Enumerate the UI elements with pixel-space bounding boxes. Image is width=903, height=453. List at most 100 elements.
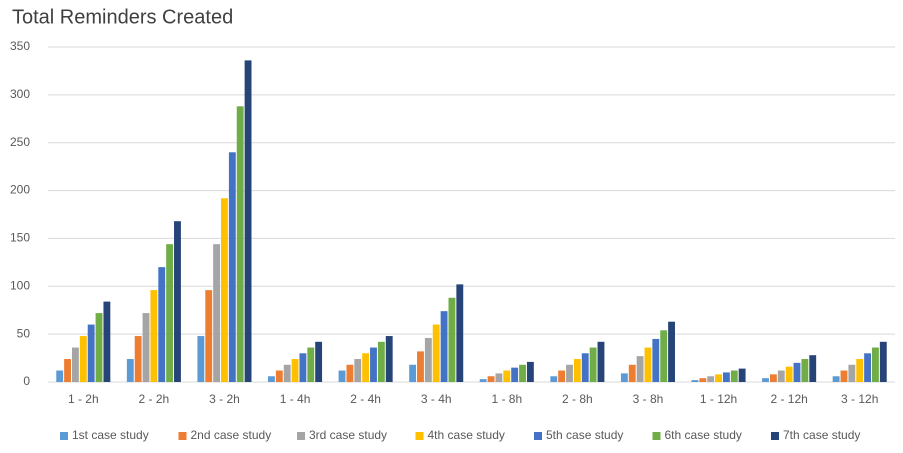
- bar: [495, 373, 503, 382]
- bar: [236, 106, 244, 382]
- bar: [315, 341, 323, 382]
- bar: [573, 359, 581, 382]
- bar: [291, 359, 299, 382]
- bar: [691, 380, 699, 382]
- bar: [142, 313, 150, 382]
- legend-swatch: [297, 432, 305, 440]
- bar: [377, 341, 385, 382]
- y-tick-label: 250: [10, 135, 30, 149]
- x-tick-label: 1 - 2h: [68, 392, 99, 406]
- bar: [832, 376, 840, 382]
- y-tick-label: 0: [23, 374, 30, 388]
- x-tick-label: 2 - 8h: [562, 392, 593, 406]
- bar: [503, 370, 511, 382]
- bar: [487, 376, 495, 382]
- bar: [738, 368, 746, 382]
- bar: [370, 347, 377, 382]
- bar: [71, 347, 79, 382]
- bar: [197, 336, 205, 382]
- bar: [424, 337, 432, 382]
- bar: [95, 313, 103, 382]
- bar: [558, 370, 566, 382]
- bar: [134, 336, 142, 382]
- bar: [762, 378, 769, 382]
- bar: [56, 370, 64, 382]
- bar: [103, 301, 111, 382]
- bar: [597, 341, 605, 382]
- bar: [158, 267, 166, 382]
- bar: [479, 379, 487, 382]
- bar: [456, 284, 464, 382]
- bar: [221, 198, 228, 382]
- bar: [440, 311, 448, 382]
- bar: [299, 353, 307, 382]
- bar: [64, 359, 71, 382]
- x-tick-label: 2 - 4h: [350, 392, 381, 406]
- bar: [777, 370, 785, 382]
- legend-label: 2nd case study: [191, 428, 272, 442]
- bar: [417, 351, 424, 382]
- y-tick-label: 200: [10, 183, 30, 197]
- bar: [856, 359, 864, 382]
- bar: [769, 374, 777, 382]
- x-tick-label: 1 - 4h: [280, 392, 311, 406]
- bar: [268, 376, 275, 382]
- x-tick-label: 1 - 8h: [491, 392, 522, 406]
- bar: [166, 244, 174, 382]
- bar: [864, 353, 872, 382]
- bar: [79, 336, 87, 382]
- bar: [354, 359, 362, 382]
- x-tick-label: 2 - 12h: [770, 392, 807, 406]
- bar: [722, 372, 730, 382]
- bar: [699, 378, 707, 382]
- bar: [213, 244, 221, 382]
- bar: [244, 60, 252, 383]
- bar: [566, 364, 573, 382]
- legend-label: 7th case study: [783, 428, 860, 442]
- x-tick-label: 2 - 2h: [139, 392, 170, 406]
- bar: [126, 359, 134, 382]
- bar: [307, 347, 315, 382]
- bar: [793, 362, 801, 382]
- legend-label: 5th case study: [546, 428, 623, 442]
- bar: [338, 370, 346, 382]
- bar: [385, 336, 393, 382]
- bar: [620, 373, 628, 382]
- chart-title: Total Reminders Created: [12, 6, 233, 28]
- bar: [519, 364, 526, 382]
- bar: [707, 376, 715, 382]
- bar: [879, 341, 887, 382]
- bar: [174, 221, 181, 382]
- y-tick-label: 150: [10, 231, 30, 245]
- bar: [346, 364, 354, 382]
- bar: [432, 324, 440, 382]
- bar: [150, 290, 158, 382]
- bar: [448, 297, 456, 382]
- legend-label: 6th case study: [665, 428, 742, 442]
- legend-swatch: [178, 432, 187, 440]
- legend-swatch: [60, 432, 68, 440]
- bar: [628, 364, 636, 382]
- bar: [848, 364, 856, 382]
- x-tick-label: 1 - 12h: [700, 392, 737, 406]
- bar: [511, 367, 519, 382]
- legend-swatch: [415, 432, 424, 440]
- bar: [660, 330, 668, 382]
- y-tick-label: 100: [10, 278, 30, 292]
- bar: [526, 361, 534, 382]
- y-tick-label: 300: [10, 87, 30, 101]
- y-tick-label: 350: [10, 39, 30, 53]
- bar: [283, 364, 291, 382]
- x-tick-label: 3 - 12h: [841, 392, 878, 406]
- bar: [872, 347, 879, 382]
- bar: [589, 347, 597, 382]
- bar: [409, 364, 417, 382]
- bar: [636, 356, 644, 382]
- x-tick-label: 3 - 4h: [421, 392, 452, 406]
- bar: [550, 376, 558, 382]
- bar: [275, 370, 283, 382]
- bar: [809, 355, 817, 382]
- legend-label: 3rd case study: [309, 428, 387, 442]
- legend-label: 4th case study: [428, 428, 505, 442]
